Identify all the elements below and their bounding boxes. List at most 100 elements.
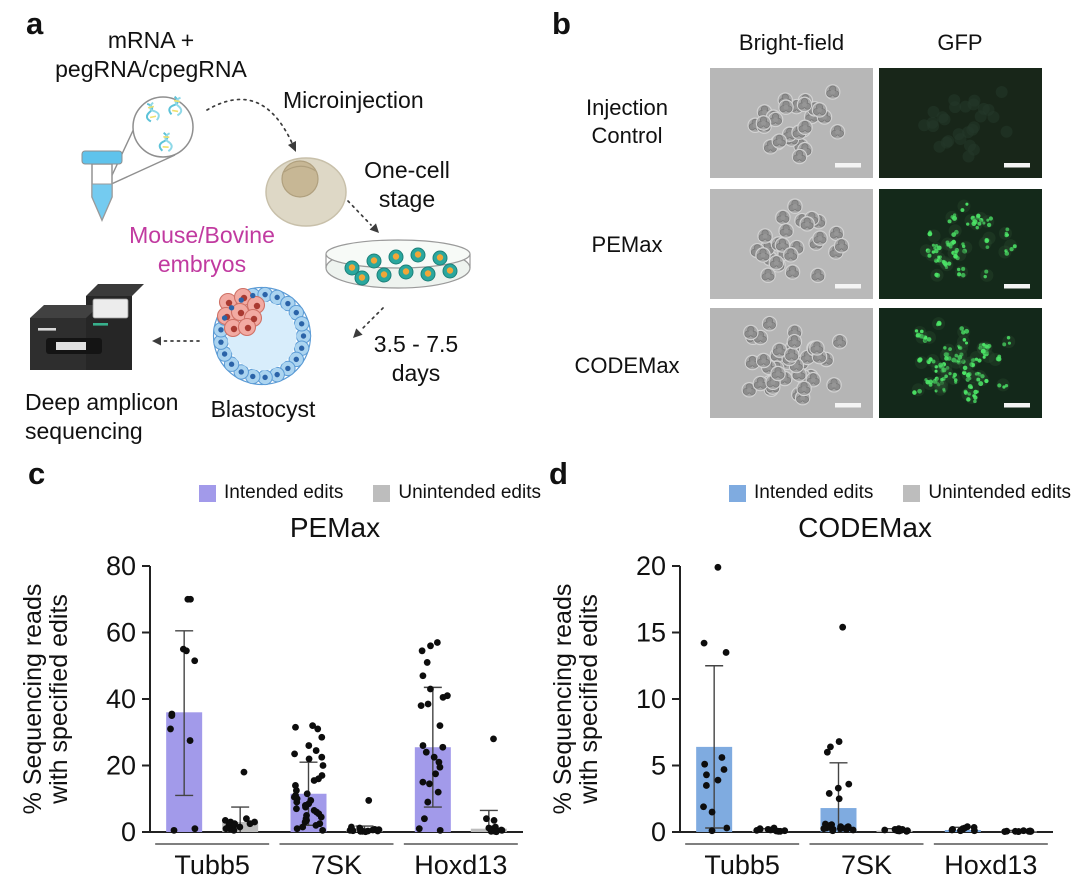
data-point bbox=[895, 827, 903, 835]
embryo-icon bbox=[831, 333, 848, 350]
data-point bbox=[236, 823, 244, 831]
culture-days-label: 3.5 - 7.5 days bbox=[373, 331, 459, 387]
data-point bbox=[415, 825, 423, 833]
rna-icon bbox=[145, 101, 160, 123]
data-point bbox=[314, 725, 322, 733]
embryo-icon bbox=[757, 228, 773, 244]
deep-amplicon-sequencing-label: Deep amplicon sequencing bbox=[25, 389, 179, 445]
embryo-icon bbox=[767, 111, 784, 128]
y-tick-label: 40 bbox=[106, 684, 136, 714]
data-point bbox=[835, 795, 843, 803]
data-point bbox=[303, 790, 311, 798]
data-point bbox=[753, 827, 761, 834]
data-point bbox=[187, 595, 194, 603]
data-point bbox=[186, 737, 194, 744]
embryo-icon bbox=[784, 264, 801, 280]
data-point bbox=[842, 825, 850, 833]
row-label-injection-control: Injection Control bbox=[586, 95, 668, 148]
category-label: 7SK bbox=[311, 850, 362, 880]
y-tick-label: 5 bbox=[651, 751, 666, 781]
data-point bbox=[723, 824, 731, 832]
legend-item: Intended edits bbox=[729, 482, 873, 504]
embryo-icon bbox=[799, 216, 815, 232]
gfp-image bbox=[879, 308, 1042, 418]
data-point bbox=[421, 815, 428, 823]
data-point bbox=[222, 825, 230, 833]
data-point bbox=[700, 803, 707, 811]
data-point bbox=[240, 768, 248, 776]
data-point bbox=[426, 780, 433, 788]
embryo-icon bbox=[787, 198, 803, 214]
legend-swatch bbox=[199, 484, 216, 502]
embryo-icon bbox=[775, 209, 791, 226]
data-point bbox=[483, 815, 490, 823]
data-point bbox=[827, 743, 834, 751]
y-tick-label: 0 bbox=[651, 817, 666, 847]
embryo-icon bbox=[760, 267, 776, 284]
data-point bbox=[319, 826, 327, 834]
data-point bbox=[439, 743, 447, 751]
microinjection-label: Microinjection bbox=[283, 87, 424, 113]
data-point bbox=[427, 685, 434, 693]
legend-label: Intended edits bbox=[754, 482, 874, 503]
panel-a: mRNA + pegRNA/cpegRNA Microinjection One… bbox=[0, 0, 540, 460]
data-point bbox=[702, 782, 710, 789]
category-label: Hoxd13 bbox=[944, 850, 1037, 880]
error-bar bbox=[705, 665, 724, 829]
data-point bbox=[246, 820, 254, 828]
embryo-icon bbox=[829, 124, 846, 140]
data-point bbox=[309, 722, 317, 729]
data-point bbox=[182, 647, 190, 655]
brightfield-image bbox=[710, 68, 873, 178]
data-point bbox=[419, 778, 427, 786]
y-axis-title: % Sequencing readswith specified edits bbox=[549, 584, 603, 815]
embryo-icon bbox=[805, 371, 822, 388]
legend: Intended edits Unintended edits bbox=[545, 482, 1080, 504]
data-point bbox=[424, 700, 432, 708]
embryo-icon bbox=[812, 230, 828, 246]
embryo-icon bbox=[811, 102, 828, 118]
data-point bbox=[487, 827, 495, 835]
y-tick-label: 15 bbox=[636, 618, 666, 648]
y-tick-label: 20 bbox=[636, 551, 666, 581]
y-tick-label: 0 bbox=[121, 817, 136, 847]
embryo-icon bbox=[755, 115, 772, 131]
embryo-icon bbox=[755, 247, 771, 263]
embryo-icon bbox=[770, 365, 786, 382]
blastocyst-icon bbox=[212, 286, 312, 386]
microscopy-image-grid bbox=[540, 0, 1080, 455]
embryo-icon bbox=[796, 96, 813, 113]
embryo-icon bbox=[783, 347, 800, 363]
data-point bbox=[825, 790, 833, 797]
data-point bbox=[167, 725, 174, 733]
legend-label: Unintended edits bbox=[928, 482, 1071, 503]
data-point bbox=[1014, 828, 1022, 836]
chart-pemax: Intended edits Unintended edits PEMax % S… bbox=[15, 460, 541, 892]
data-point bbox=[418, 647, 426, 655]
embryo-icon bbox=[786, 333, 803, 350]
data-point bbox=[293, 798, 301, 806]
data-point bbox=[430, 753, 438, 761]
data-point bbox=[703, 771, 710, 779]
embryo-icon bbox=[809, 340, 825, 356]
data-point bbox=[293, 805, 300, 813]
arrow-to-sequencer-icon bbox=[152, 336, 200, 346]
embryo-icon bbox=[744, 354, 761, 371]
bar-chart: % Sequencing readswith specified edits 0 2… bbox=[19, 551, 523, 880]
data-point bbox=[823, 748, 831, 756]
rna-icon bbox=[158, 132, 173, 152]
data-point bbox=[302, 803, 309, 811]
embryo-icon bbox=[791, 148, 808, 165]
embryo-icon bbox=[833, 237, 850, 254]
embryo-icon bbox=[778, 223, 794, 239]
data-point bbox=[436, 722, 444, 729]
category-label: Tubb5 bbox=[704, 850, 780, 880]
gfp-column-header: GFP bbox=[937, 30, 983, 55]
data-point bbox=[708, 808, 716, 816]
data-point bbox=[498, 826, 506, 834]
y-tick-label: 10 bbox=[636, 684, 666, 714]
data-point bbox=[318, 733, 326, 741]
data-point bbox=[436, 763, 444, 771]
one-cell-stage-label: One-cell stage bbox=[364, 157, 450, 213]
data-point bbox=[492, 828, 500, 836]
